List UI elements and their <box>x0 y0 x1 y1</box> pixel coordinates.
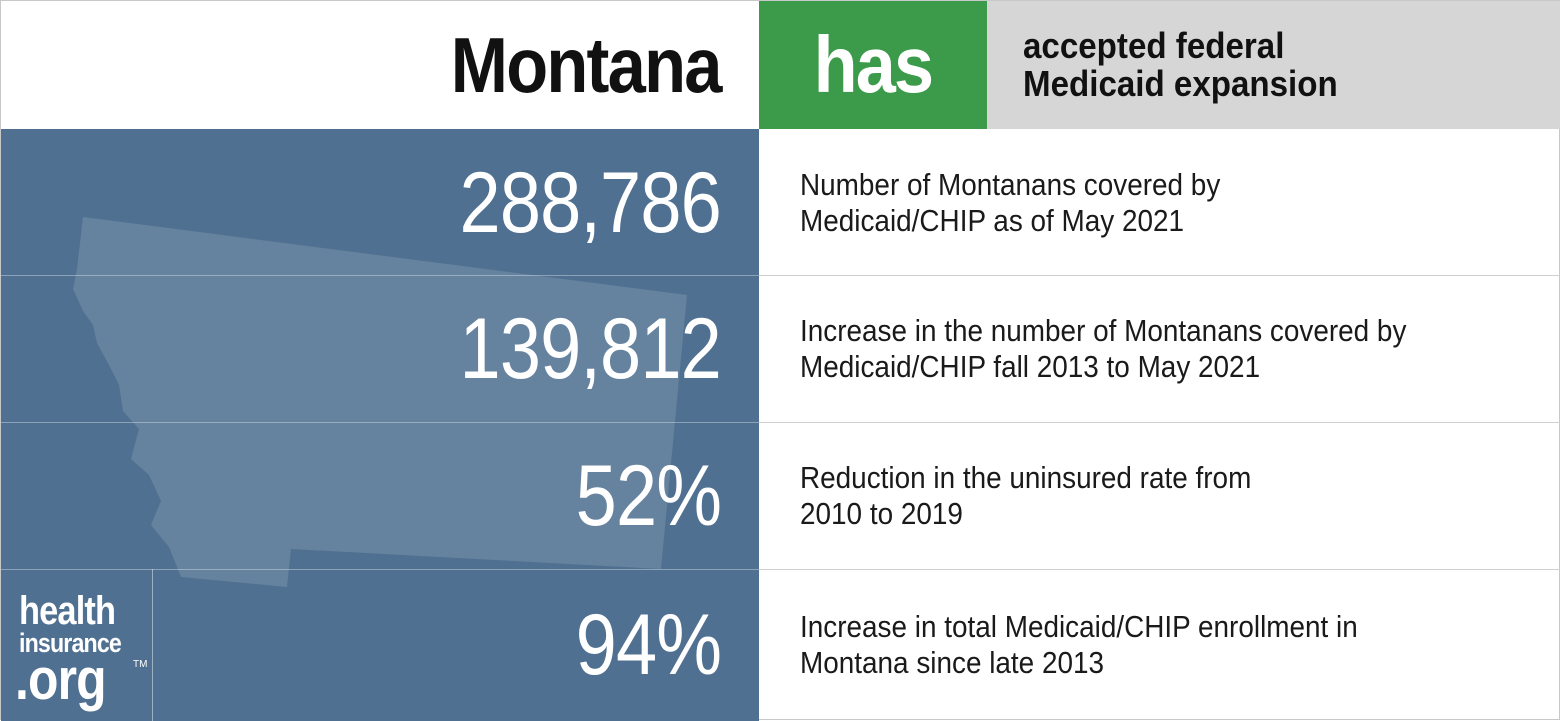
logo-text-org: .org <box>15 647 107 712</box>
logo-text-health: health <box>19 589 116 633</box>
stat-value-cell: 139,812 <box>1 275 759 423</box>
expansion-description: accepted federal Medicaid expansion <box>1023 25 1338 104</box>
stat-value: 52% <box>575 447 722 544</box>
stat-divider <box>1 422 759 423</box>
stat-divider <box>1 569 759 570</box>
logo-text-insurance: insurance <box>19 628 122 658</box>
stat-value: 288,786 <box>459 154 722 251</box>
stat-value-cell: 288,786 <box>1 129 759 277</box>
expansion-status-badge: has <box>759 1 987 129</box>
healthinsurance-org-logo: health insurance .org TM <box>1 569 153 721</box>
description-divider <box>759 275 1560 276</box>
montana-map-shape <box>73 217 687 587</box>
expansion-status: has <box>813 20 934 109</box>
stat-description-cell: Number of Montanans covered by Medicaid/… <box>759 129 1560 277</box>
stat-description: Reduction in the uninsured rate from 201… <box>800 460 1252 531</box>
description-divider <box>759 422 1560 423</box>
logo-trademark: TM <box>133 659 148 670</box>
stat-value: 94% <box>575 596 722 693</box>
description-divider <box>759 569 1560 570</box>
expansion-description-cell: accepted federal Medicaid expansion <box>987 1 1560 129</box>
stat-value: 139,812 <box>459 300 722 397</box>
stat-value-cell: 52% <box>1 422 759 570</box>
stat-description: Increase in the number of Montanans cove… <box>800 313 1407 384</box>
stats-panel: 288,786 139,812 52% 94% health insurance… <box>1 129 759 721</box>
state-name-cell: Montana <box>1 1 759 129</box>
stat-value-cell: 94% <box>1 571 759 719</box>
stat-description: Increase in total Medicaid/CHIP enrollme… <box>800 609 1358 680</box>
stat-description-cell: Reduction in the uninsured rate from 201… <box>759 422 1560 570</box>
state-name: Montana <box>451 20 723 109</box>
stat-description-cell: Increase in total Medicaid/CHIP enrollme… <box>759 571 1560 719</box>
stat-divider <box>1 275 759 276</box>
stat-description-cell: Increase in the number of Montanans cove… <box>759 275 1560 423</box>
stat-description: Number of Montanans covered by Medicaid/… <box>800 167 1221 238</box>
